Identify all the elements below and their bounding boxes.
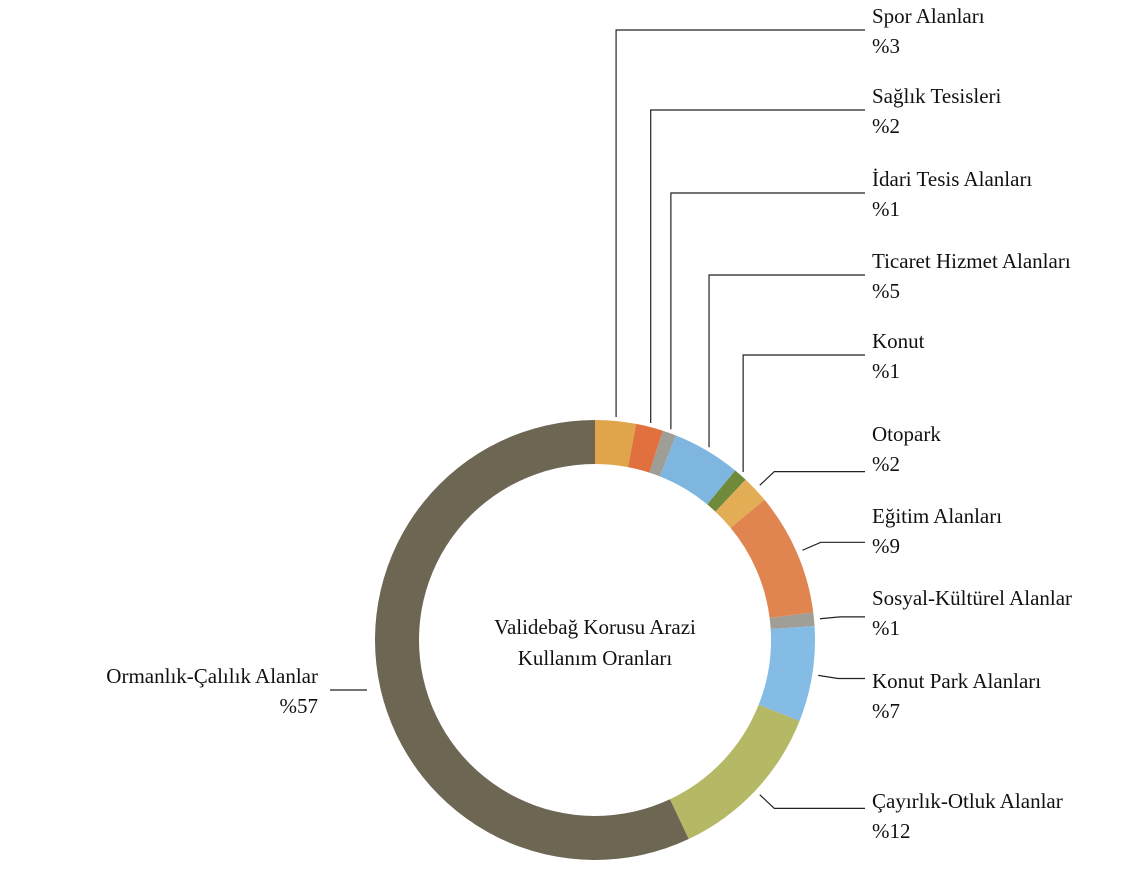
value-label: %57: [280, 694, 319, 718]
chart-title: Validebağ Korusu Arazi Kullanım Oranları: [494, 615, 696, 670]
donut-slice: [659, 435, 736, 505]
donut-slice: [758, 626, 815, 721]
value-label: %1: [872, 359, 900, 383]
leader-line: [708, 274, 865, 448]
slice-label: Spor Alanları: [872, 4, 985, 28]
value-label: %5: [872, 279, 900, 303]
donut-slice: [649, 430, 676, 477]
leader-line: [759, 794, 865, 809]
value-label: %3: [872, 34, 900, 58]
donut-slice: [769, 612, 815, 629]
donut-slice: [707, 470, 746, 512]
slice-label: İdari Tesis Alanları: [872, 167, 1032, 191]
value-label: %12: [872, 819, 911, 843]
leader-line: [615, 29, 865, 417]
slice-label: Sağlık Tesisleri: [872, 84, 1002, 108]
leader-line: [742, 354, 865, 472]
leader-line: [819, 616, 865, 620]
value-label: %2: [872, 114, 900, 138]
value-label: %9: [872, 534, 900, 558]
value-label: %2: [872, 452, 900, 476]
slice-label: Konut Park Alanları: [872, 669, 1041, 693]
donut-slice: [595, 420, 637, 468]
donut-slice: [627, 423, 663, 473]
slice-label: Çayırlık-Otluk Alanlar: [872, 789, 1063, 813]
donut-slice: [669, 704, 800, 840]
slice-label: Otopark: [872, 422, 941, 446]
value-label: %1: [872, 616, 900, 640]
value-label: %1: [872, 197, 900, 221]
value-label: %7: [872, 699, 900, 723]
slice-label: Sosyal-Kültürel Alanlar: [872, 586, 1072, 610]
slice-label: Konut: [872, 329, 925, 353]
donut-slice: [374, 420, 689, 860]
leader-line: [759, 471, 865, 486]
slice-label: Ormanlık-Çalılık Alanlar: [106, 664, 318, 688]
donut-slice: [730, 499, 814, 618]
leader-line: [670, 192, 865, 430]
leader-line: [802, 541, 865, 551]
slice-label: Eğitim Alanları: [872, 504, 1002, 528]
donut-slice: [715, 479, 765, 528]
slice-label: Ticaret Hizmet Alanları: [872, 249, 1071, 273]
leader-line: [818, 674, 865, 680]
leader-line: [650, 109, 865, 424]
